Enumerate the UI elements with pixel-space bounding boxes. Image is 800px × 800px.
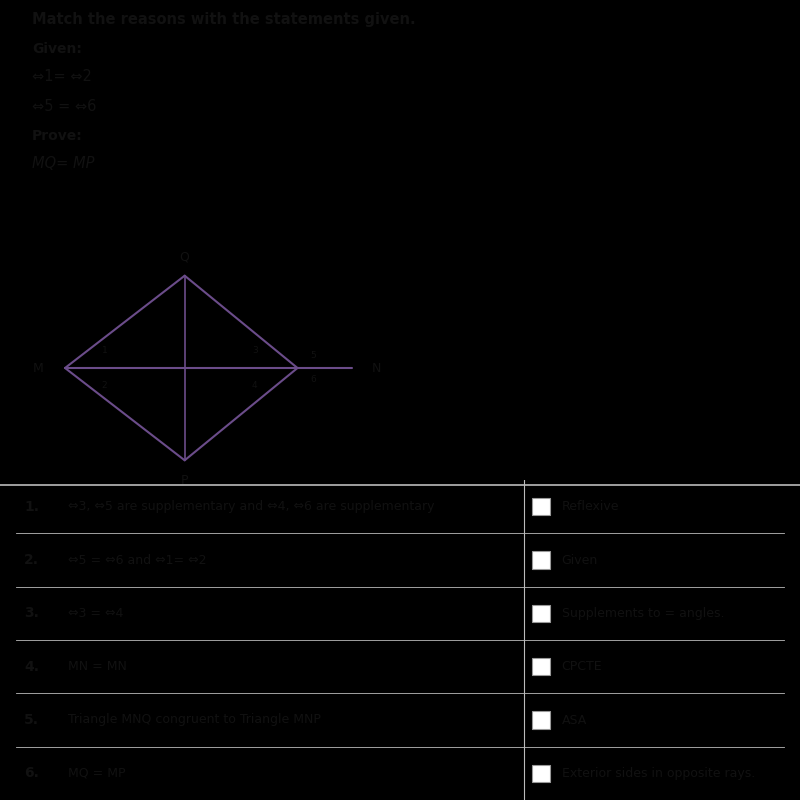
Text: 5.: 5. xyxy=(24,713,39,727)
FancyBboxPatch shape xyxy=(532,498,550,515)
Text: CPCTE: CPCTE xyxy=(562,660,602,673)
Text: ⇔1= ⇔2: ⇔1= ⇔2 xyxy=(32,70,92,85)
FancyBboxPatch shape xyxy=(532,711,550,729)
Text: MQ = MP: MQ = MP xyxy=(68,767,126,780)
Text: Reflexive: Reflexive xyxy=(562,500,619,513)
Text: 4.: 4. xyxy=(24,660,39,674)
Text: Given: Given xyxy=(562,554,598,566)
Text: N: N xyxy=(371,362,381,374)
Text: 6.: 6. xyxy=(24,766,39,780)
FancyBboxPatch shape xyxy=(532,658,550,675)
Text: 4: 4 xyxy=(252,381,258,390)
Text: ⇔5 = ⇔6: ⇔5 = ⇔6 xyxy=(32,99,96,114)
Text: MN = MN: MN = MN xyxy=(68,660,127,673)
Text: Prove:: Prove: xyxy=(32,129,82,143)
Text: MQ= MP: MQ= MP xyxy=(32,156,94,171)
Text: ⇔3 = ⇔4: ⇔3 = ⇔4 xyxy=(68,607,123,620)
FancyBboxPatch shape xyxy=(532,605,550,622)
Text: P: P xyxy=(181,474,189,487)
Text: Triangle MNQ congruent to Triangle MNP: Triangle MNQ congruent to Triangle MNP xyxy=(68,714,321,726)
FancyBboxPatch shape xyxy=(532,765,550,782)
Text: 2: 2 xyxy=(102,381,107,390)
Text: 3: 3 xyxy=(252,346,258,355)
Text: ⇔3, ⇔5 are supplementary and ⇔4, ⇔6 are supplementary: ⇔3, ⇔5 are supplementary and ⇔4, ⇔6 are … xyxy=(68,500,434,513)
Text: Match the reasons with the statements given.: Match the reasons with the statements gi… xyxy=(32,13,416,27)
FancyBboxPatch shape xyxy=(532,551,550,569)
Text: 5: 5 xyxy=(310,351,316,361)
Text: 3.: 3. xyxy=(24,606,39,620)
Text: 2.: 2. xyxy=(24,553,39,567)
Text: Supplements to = angles.: Supplements to = angles. xyxy=(562,607,724,620)
Text: 1: 1 xyxy=(102,346,107,355)
Text: Q: Q xyxy=(180,250,190,264)
Text: Exterior sides in opposite rays.: Exterior sides in opposite rays. xyxy=(562,767,755,780)
Text: M: M xyxy=(32,362,43,374)
Text: 6: 6 xyxy=(310,375,316,385)
Text: ASA: ASA xyxy=(562,714,587,726)
Text: Given:: Given: xyxy=(32,42,82,56)
Text: ⇔5 = ⇔6 and ⇔1= ⇔2: ⇔5 = ⇔6 and ⇔1= ⇔2 xyxy=(68,554,206,566)
Text: 1.: 1. xyxy=(24,500,39,514)
